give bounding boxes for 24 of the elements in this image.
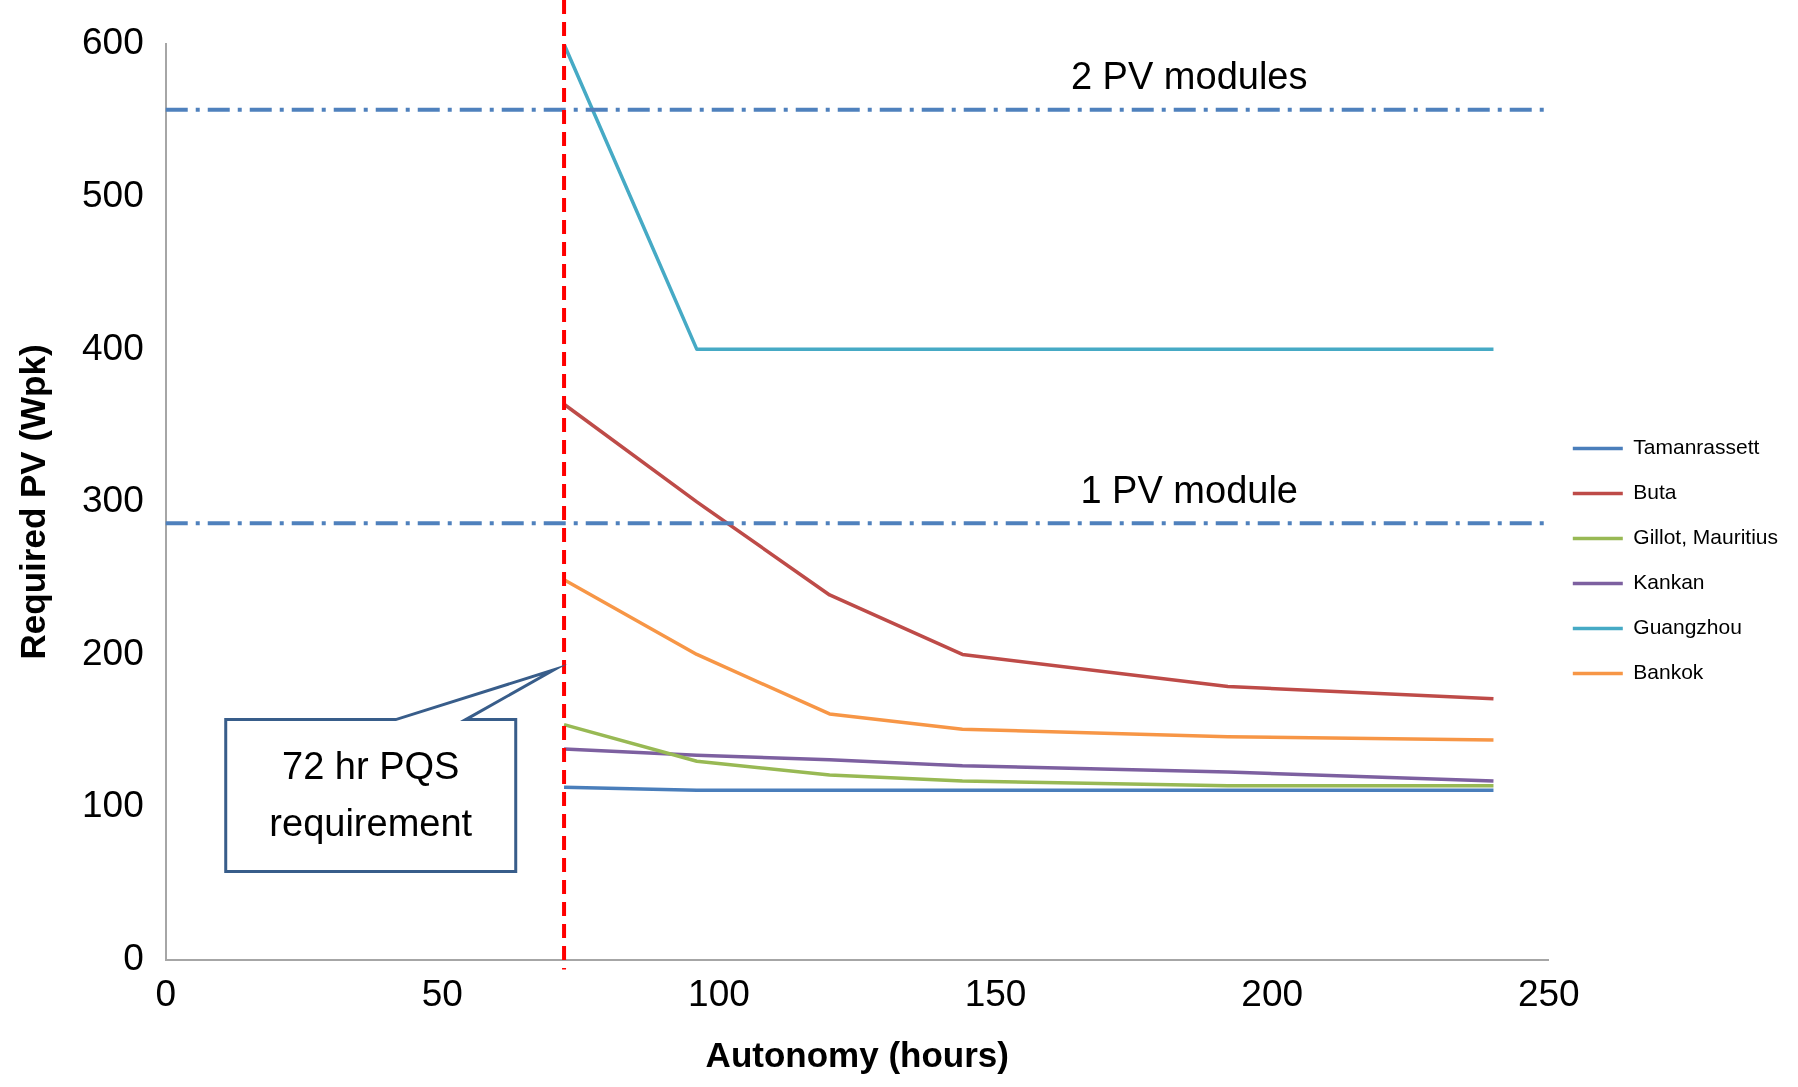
- y-tick-label: 500: [82, 173, 144, 215]
- x-tick-label: 150: [964, 973, 1027, 1014]
- x-axis-title: Autonomy (hours): [705, 1034, 1009, 1074]
- legend-label: Gillot, Mauritius: [1633, 525, 1778, 549]
- y-tick-label: 0: [123, 936, 144, 978]
- x-tick-label: 100: [688, 973, 750, 1014]
- y-tick-label: 600: [82, 21, 144, 63]
- legend-label: Tamanrassett: [1633, 435, 1760, 459]
- x-tick-label: 50: [421, 973, 463, 1014]
- y-tick-label: 200: [82, 631, 144, 673]
- legend-label: Kankan: [1633, 570, 1705, 594]
- x-tick-label: 250: [1517, 973, 1580, 1014]
- y-tick-label: 100: [82, 784, 144, 826]
- ref-line-label: 1 PV module: [1080, 468, 1298, 511]
- legend-label: Guangzhou: [1633, 615, 1742, 639]
- legend-label: Buta: [1633, 480, 1677, 504]
- legend-label: Bankok: [1633, 660, 1704, 684]
- x-tick-label: 200: [1241, 973, 1304, 1014]
- y-tick-label: 300: [82, 479, 144, 521]
- x-tick-label: 0: [155, 973, 177, 1014]
- ref-line-label: 72 hr PQS requirement: [269, 744, 473, 845]
- ref-line-label: 2 PV modules: [1070, 55, 1308, 98]
- y-axis-title: Required PV (Wpk): [12, 344, 52, 660]
- y-tick-label: 400: [82, 326, 144, 368]
